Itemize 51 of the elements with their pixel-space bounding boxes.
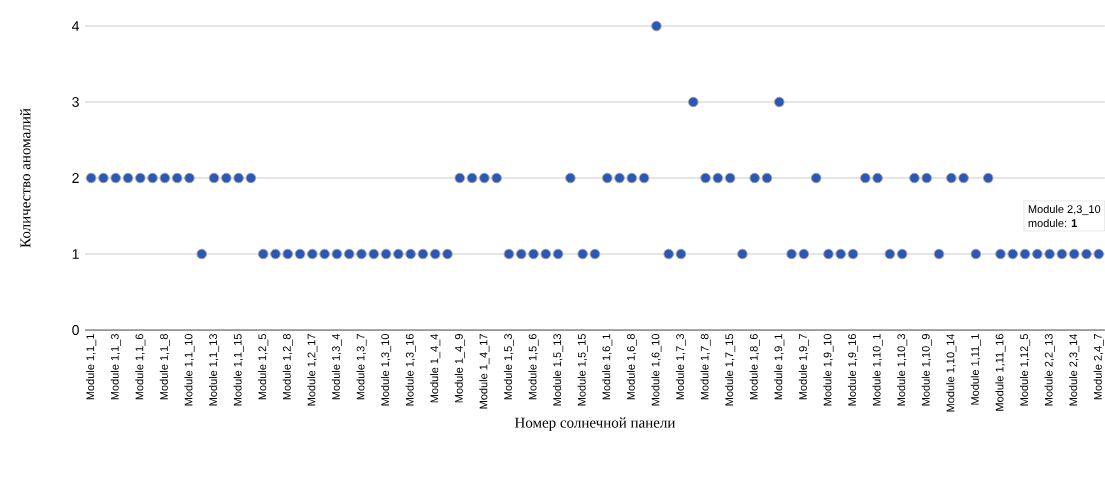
x-tick-label: Module 1,3_10 [380, 334, 392, 406]
x-tick-label: Module 2,2_13 [1044, 334, 1055, 406]
x-tick-label: Module 1,11_16 [995, 334, 1006, 411]
x-tick-label: Module 1,5_6 [528, 334, 539, 400]
x-tick-label: Module 1,10_3 [897, 334, 908, 406]
x-tick-label: Module 1,5_13 [553, 334, 564, 406]
x-tick-label: Module 1,3_4 [331, 333, 342, 400]
x-tick-label: Module 1,1_13 [208, 334, 220, 406]
x-tick-label: Module 2,4_7 [1093, 334, 1104, 400]
x-tick-label: Module 1,9_10 [823, 334, 834, 406]
x-tick-label: Module 1,2_17 [307, 334, 318, 406]
y-tick-label: 4 [72, 21, 80, 31]
y-axis-title: Количество аномалий [20, 108, 31, 248]
x-tick-label: Module 1,7_15 [725, 334, 736, 406]
x-tick-label: Module 1,3_16 [405, 334, 416, 406]
x-tick-label: Module 1,9_7 [798, 334, 809, 400]
x-tick-label: Module 1,7_3 [675, 334, 687, 400]
x-tick-label: Module 1_4_9 [454, 334, 465, 403]
x-tick-label: Module 1,6_1 [602, 334, 613, 400]
x-tick-label: Module 1_4_17 [479, 334, 490, 409]
x-tick-label: Module 1,12_5 [1019, 334, 1031, 406]
x-tick-label: Module 1,10_1 [872, 334, 883, 406]
x-tick-label: Module 1,10_9 [921, 334, 932, 406]
x-tick-label: Module 1,9_16 [847, 334, 859, 406]
x-tick-label: Module 1,10_14 [946, 333, 957, 412]
x-tick-label: Module 1,2_5 [258, 334, 269, 400]
x-tick-label: Module 1,3_7 [356, 334, 367, 400]
x-tick-label: Module 1,6_10 [651, 334, 662, 406]
x-tick-label: Module 1,6_8 [626, 334, 637, 400]
x-tick-label: Module 1,11_1 [970, 334, 981, 405]
x-tick-label: Module 1_4_4 [430, 333, 441, 403]
x-tick-label: Module 1,8_6 [749, 334, 760, 400]
annotation: module: 1 [1028, 218, 1077, 227]
x-tick-label: Module 1,7_8 [700, 334, 711, 400]
x-tick-label: Module 1,1_6 [135, 334, 146, 400]
x-tick-label: Module 1,1_8 [159, 334, 170, 400]
y-tick-label: 3 [72, 97, 79, 107]
x-tick-label: Module 1,2_8 [282, 334, 293, 400]
x-tick-label: Module 1,5_15 [577, 334, 588, 406]
x-tick-label: Module 1,1_1 [86, 334, 97, 400]
x-tick-label: Module 1,1_15 [233, 334, 244, 406]
y-tick-label: 2 [72, 173, 79, 183]
x-tick-label: Module 2,3_14 [1069, 333, 1080, 406]
x-tick-label: Module 1,1_10 [184, 334, 195, 406]
y-tick-label: 0 [72, 325, 79, 335]
y-tick-label: 1 [72, 249, 79, 259]
annotation: Module 2,3_10 [1028, 204, 1101, 216]
x-tick-label: Module 1,5_3 [503, 334, 515, 400]
x-axis-title: Номер солнечной панели [514, 417, 676, 431]
x-tick-label: Module 1,1_3 [110, 334, 121, 400]
x-tick-label: Module 1,9_1 [774, 334, 785, 400]
